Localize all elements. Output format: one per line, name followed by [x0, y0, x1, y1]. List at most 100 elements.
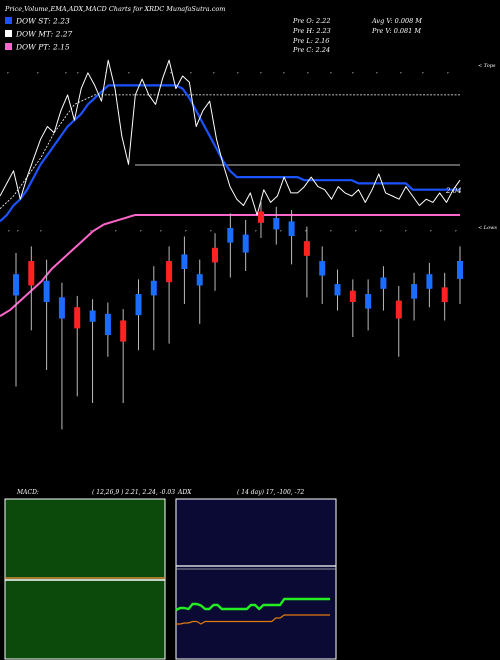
adx-params: ( 14 day) 17, -100, -72 — [237, 489, 304, 496]
lows-label: < Lows — [478, 225, 497, 231]
candle-body — [196, 274, 203, 286]
avg-volume: Avg V: 0.008 M — [371, 17, 422, 25]
low-tick: , — [355, 226, 357, 233]
candle-body — [258, 211, 264, 223]
dow-mt-line — [0, 94, 460, 209]
dow-mt-swatch — [5, 30, 12, 37]
top-tick: , — [283, 68, 285, 75]
candle-body — [227, 228, 234, 243]
adx-label: ADX — [177, 489, 192, 496]
macd-panel — [4, 498, 166, 660]
minus-di-line — [176, 614, 330, 625]
candle-body — [58, 297, 65, 319]
candle-body — [380, 277, 387, 289]
low-ticks: ,,,,,,,,,,,,,,,,,,, — [8, 226, 457, 233]
low-tick: , — [305, 226, 307, 233]
low-tick: , — [115, 226, 117, 233]
top-tick: , — [213, 68, 215, 75]
low-tick: , — [455, 226, 457, 233]
candle-body — [273, 218, 280, 230]
chart-title: Price,Volume,EMA,ADX,MACD Charts for XRD… — [4, 5, 225, 13]
candle-body — [150, 280, 157, 296]
candle-body — [166, 261, 173, 283]
low-tick: , — [8, 226, 10, 233]
macd-label: MACD: — [16, 489, 39, 496]
top-tick: , — [260, 68, 262, 75]
dow-st-swatch — [5, 17, 12, 24]
top-tick: , — [307, 68, 309, 75]
dow-st-label: DOW ST: 2.23 — [15, 17, 70, 26]
candle-body — [288, 221, 295, 236]
adx-lines — [175, 565, 336, 625]
low-tick: , — [17, 226, 19, 233]
dow-pt-swatch — [5, 43, 12, 50]
top-tick: , — [77, 68, 79, 75]
price-lines — [0, 59, 461, 317]
last-value-label: 2.04 — [445, 187, 462, 195]
candle-body — [395, 300, 402, 319]
prev-low: Pre L: 2.16 — [292, 37, 329, 45]
top-ticks: ,,,,,,,,,,,,,,,,,,, — [7, 68, 449, 75]
top-tick: , — [422, 68, 424, 75]
low-tick: , — [380, 226, 382, 233]
candle-body — [441, 287, 448, 302]
close-price-line — [0, 59, 461, 216]
candle-body — [242, 234, 249, 253]
top-tick: , — [37, 68, 39, 75]
low-tick: , — [185, 226, 187, 233]
top-tick: , — [352, 68, 354, 75]
candle-body — [365, 294, 372, 309]
candle-body — [457, 261, 463, 279]
tops-label: < Tops — [478, 63, 496, 69]
top-tick: , — [128, 68, 130, 75]
macd-lines — [5, 577, 165, 581]
candle-body — [303, 241, 310, 256]
candle-body — [181, 254, 188, 269]
dow-st-line — [0, 84, 460, 223]
top-tick: , — [170, 68, 172, 75]
top-tick: , — [400, 68, 402, 75]
low-tick: , — [330, 226, 332, 233]
top-tick: , — [7, 68, 9, 75]
candle-body — [104, 313, 111, 335]
dow-mt-label: DOW MT: 2.27 — [15, 30, 73, 39]
prev-open: Pre O: 2.22 — [292, 17, 330, 25]
low-tick: , — [430, 226, 432, 233]
candle-body — [28, 261, 35, 286]
low-tick: , — [160, 226, 162, 233]
candle-body — [43, 280, 50, 302]
low-tick: , — [405, 226, 407, 233]
candle-body — [426, 274, 433, 289]
candlestick-series — [13, 200, 463, 430]
macd-params: ( 12,26,9 ) 2.21, 2.24, -0.03 — [92, 489, 175, 496]
top-tick: , — [376, 68, 378, 75]
top-tick: , — [65, 68, 67, 75]
low-tick: , — [210, 226, 212, 233]
low-tick: , — [280, 226, 282, 233]
dow-pt-line-rise — [0, 214, 136, 317]
low-tick: , — [90, 226, 92, 233]
candle-body — [120, 320, 127, 342]
low-tick: , — [255, 226, 257, 233]
candle-body — [74, 307, 81, 329]
top-tick: , — [190, 68, 192, 75]
low-tick: , — [140, 226, 142, 233]
low-tick: , — [40, 226, 42, 233]
candle-body — [13, 274, 19, 296]
top-tick: , — [447, 68, 449, 75]
candle-body — [334, 284, 341, 296]
plus-di-line — [175, 597, 330, 612]
top-tick: , — [237, 68, 239, 75]
candle-body — [319, 261, 326, 276]
adx-panel — [175, 498, 337, 660]
candle-body — [411, 284, 418, 299]
prev-volume: Pre V: 0.081 M — [371, 27, 421, 35]
top-tick: , — [330, 68, 332, 75]
candle-body — [212, 247, 218, 263]
candle-body — [349, 290, 356, 302]
candle-body — [89, 310, 96, 322]
dow-pt-label: DOW PT: 2.15 — [15, 43, 70, 52]
prev-close: Pre C: 2.24 — [292, 46, 330, 54]
prev-high: Pre H: 2.23 — [292, 27, 331, 35]
